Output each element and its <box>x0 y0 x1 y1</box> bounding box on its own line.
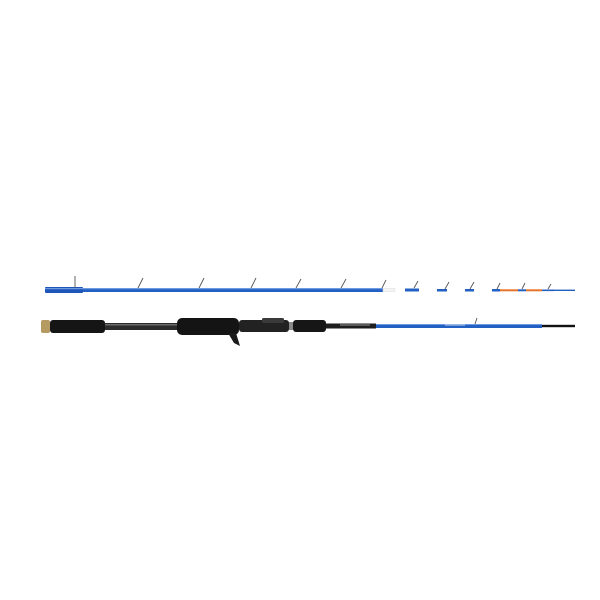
front-grip <box>177 318 239 335</box>
guides <box>74 276 552 290</box>
blank-orange <box>526 289 542 292</box>
reel-hood <box>262 318 284 323</box>
blank-highlight <box>45 288 383 290</box>
carbon-highlight <box>105 324 177 326</box>
fore-grip <box>293 320 326 332</box>
guide <box>137 277 144 289</box>
blank <box>83 288 383 292</box>
blank-orange <box>500 289 518 292</box>
guide <box>295 278 302 289</box>
blank-print <box>340 324 370 326</box>
hook-keeper <box>474 317 478 325</box>
guide <box>198 277 205 289</box>
winding-check <box>289 322 293 330</box>
guide <box>340 278 347 289</box>
guide <box>521 282 526 290</box>
butt-blank <box>45 287 83 293</box>
blank <box>465 289 474 292</box>
carbon-blank <box>326 323 376 329</box>
blank <box>518 289 526 292</box>
carbon-handle <box>105 323 177 330</box>
blank-print <box>445 324 465 326</box>
cork-butt-cap <box>41 320 50 333</box>
blank <box>405 288 419 292</box>
rod-butt-section <box>41 317 575 346</box>
blank <box>437 289 447 292</box>
rear-grip <box>50 320 105 333</box>
blank <box>542 289 554 292</box>
trigger <box>228 333 240 346</box>
wrap <box>382 288 396 292</box>
guide <box>413 280 419 289</box>
blank <box>554 289 575 291</box>
guide <box>444 281 450 290</box>
blank <box>492 289 500 292</box>
blue-blank <box>376 324 542 328</box>
guide <box>381 279 387 289</box>
guide <box>250 277 257 289</box>
guide <box>469 281 475 290</box>
rod-tip-section <box>45 276 575 293</box>
guide <box>496 282 501 290</box>
tip-blank <box>542 324 575 328</box>
guide <box>547 283 552 290</box>
